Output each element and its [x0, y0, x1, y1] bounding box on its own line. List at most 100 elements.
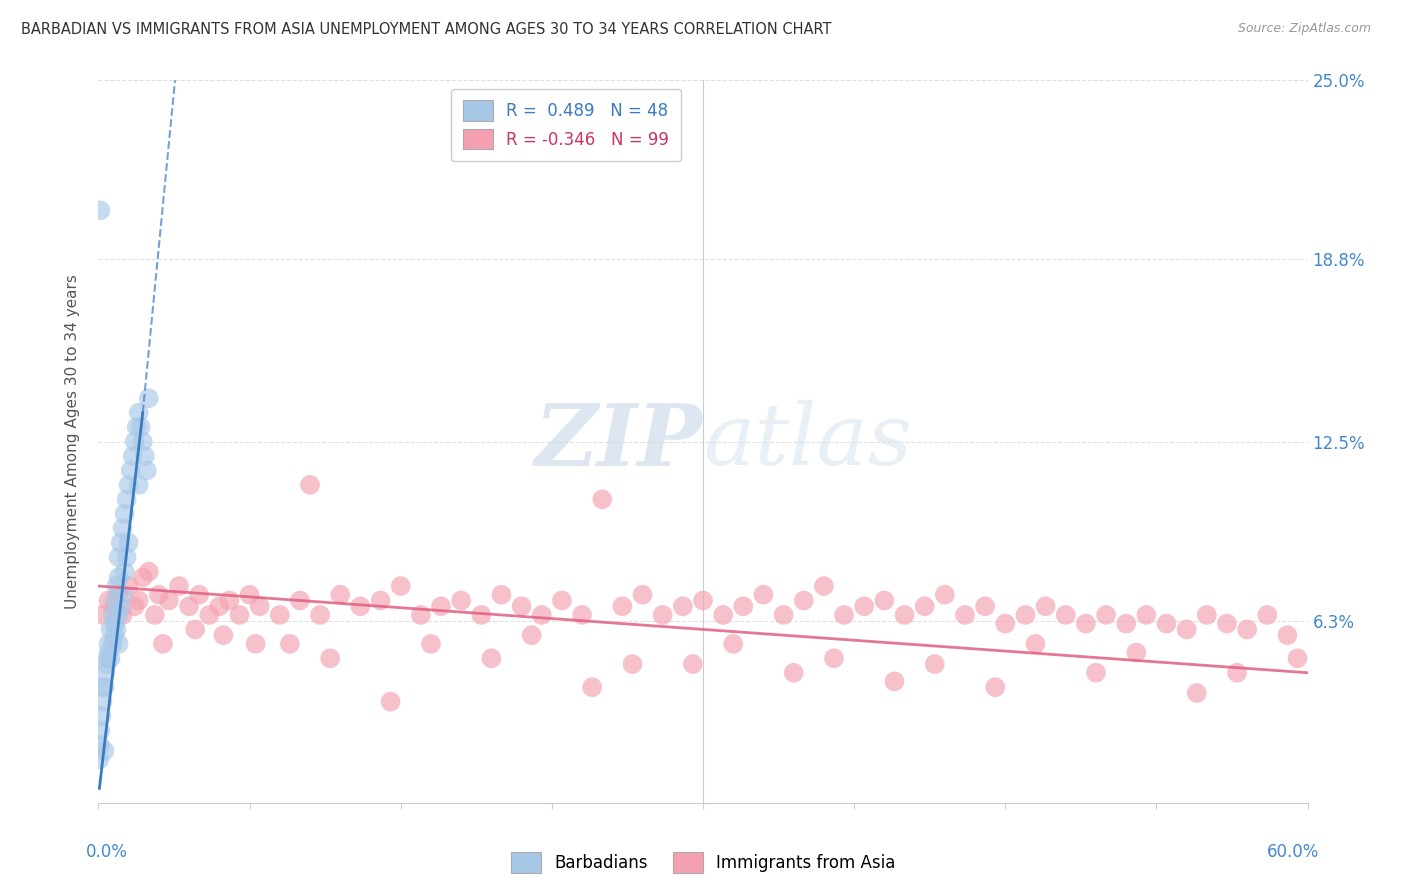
Legend: R =  0.489   N = 48, R = -0.346   N = 99: R = 0.489 N = 48, R = -0.346 N = 99 — [451, 88, 681, 161]
Point — [1156, 616, 1178, 631]
Point — [90, 709, 112, 723]
Text: BARBADIAN VS IMMIGRANTS FROM ASIA UNEMPLOYMENT AMONG AGES 30 TO 34 YEARS CORRELA: BARBADIAN VS IMMIGRANTS FROM ASIA UNEMPL… — [21, 22, 831, 37]
Point — [96, 651, 118, 665]
Point — [1125, 646, 1147, 660]
Point — [218, 593, 240, 607]
Point — [984, 680, 1007, 694]
Point — [118, 478, 141, 492]
Point — [813, 579, 835, 593]
Point — [134, 449, 156, 463]
Point — [853, 599, 876, 614]
Point — [883, 674, 905, 689]
Point — [93, 744, 115, 758]
Point — [733, 599, 755, 614]
Point — [121, 449, 143, 463]
Point — [1035, 599, 1057, 614]
Point — [329, 588, 352, 602]
Point — [93, 680, 115, 694]
Point — [1074, 616, 1097, 631]
Point — [1286, 651, 1309, 665]
Text: 60.0%: 60.0% — [1267, 843, 1320, 861]
Legend: Barbadians, Immigrants from Asia: Barbadians, Immigrants from Asia — [505, 846, 901, 880]
Text: atlas: atlas — [703, 401, 912, 483]
Point — [103, 593, 125, 607]
Point — [97, 646, 120, 660]
Point — [100, 623, 122, 637]
Point — [179, 599, 201, 614]
Point — [530, 607, 553, 622]
Point — [138, 565, 160, 579]
Point — [115, 550, 138, 565]
Point — [974, 599, 997, 614]
Point — [772, 607, 794, 622]
Point — [470, 607, 492, 622]
Point — [129, 420, 152, 434]
Point — [96, 657, 118, 671]
Point — [510, 599, 533, 614]
Point — [571, 607, 593, 622]
Point — [591, 492, 613, 507]
Point — [89, 203, 111, 218]
Point — [93, 680, 115, 694]
Point — [783, 665, 806, 680]
Point — [198, 607, 221, 622]
Point — [188, 588, 211, 602]
Point — [793, 593, 815, 607]
Point — [723, 637, 745, 651]
Point — [873, 593, 896, 607]
Point — [1175, 623, 1198, 637]
Point — [89, 752, 111, 766]
Point — [914, 599, 936, 614]
Point — [100, 651, 122, 665]
Point — [994, 616, 1017, 631]
Point — [1277, 628, 1299, 642]
Point — [1195, 607, 1218, 622]
Point — [1226, 665, 1249, 680]
Point — [208, 599, 231, 614]
Point — [107, 637, 129, 651]
Point — [420, 637, 443, 651]
Point — [934, 588, 956, 602]
Point — [389, 579, 412, 593]
Point — [111, 607, 134, 622]
Point — [107, 570, 129, 584]
Text: ZIP: ZIP — [536, 400, 703, 483]
Point — [152, 637, 174, 651]
Point — [105, 623, 128, 637]
Point — [148, 588, 170, 602]
Point — [631, 588, 654, 602]
Point — [924, 657, 946, 671]
Point — [1135, 607, 1157, 622]
Point — [101, 607, 124, 622]
Point — [692, 593, 714, 607]
Point — [278, 637, 301, 651]
Point — [107, 588, 129, 602]
Point — [111, 588, 134, 602]
Point — [89, 738, 111, 752]
Point — [269, 607, 291, 622]
Point — [110, 535, 132, 549]
Point — [97, 593, 120, 607]
Point — [135, 463, 157, 477]
Point — [288, 593, 311, 607]
Point — [94, 665, 117, 680]
Point — [380, 695, 402, 709]
Point — [1054, 607, 1077, 622]
Point — [114, 565, 136, 579]
Point — [115, 492, 138, 507]
Point — [1256, 607, 1278, 622]
Point — [672, 599, 695, 614]
Point — [651, 607, 673, 622]
Point — [97, 637, 120, 651]
Point — [319, 651, 342, 665]
Point — [711, 607, 734, 622]
Point — [621, 657, 644, 671]
Point — [551, 593, 574, 607]
Point — [125, 420, 148, 434]
Text: 0.0%: 0.0% — [86, 843, 128, 861]
Point — [752, 588, 775, 602]
Point — [103, 628, 125, 642]
Point — [481, 651, 503, 665]
Point — [228, 607, 250, 622]
Point — [612, 599, 634, 614]
